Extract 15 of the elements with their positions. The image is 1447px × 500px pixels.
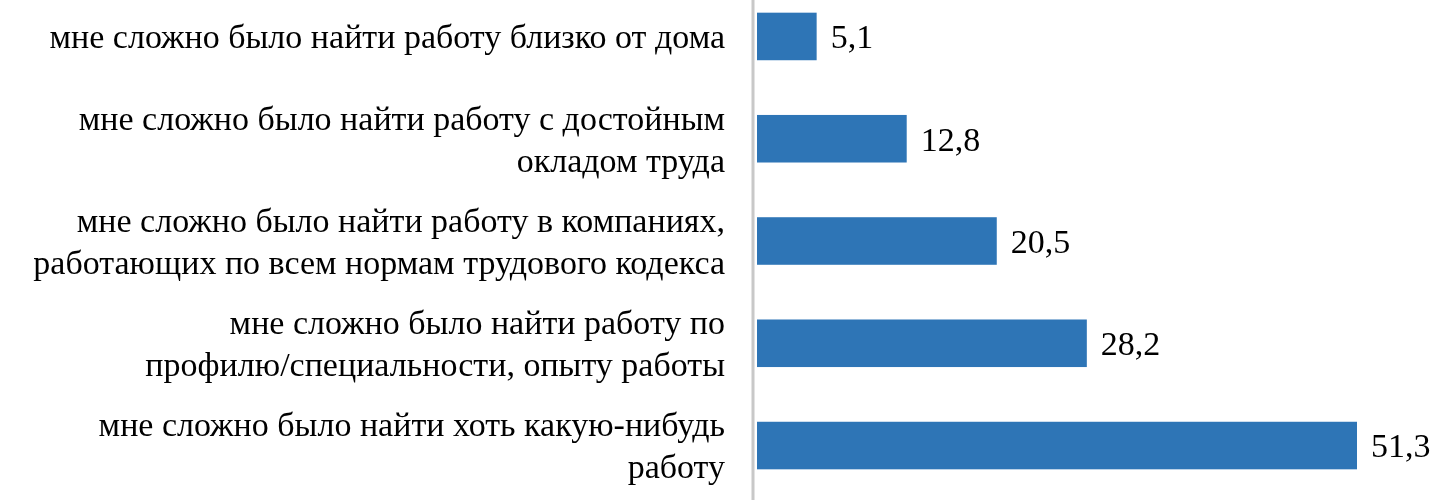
y-tick-label: мне сложно было найти работу по профилю/специальности, опыту работы xyxy=(145,304,726,384)
data-label: 51,3 xyxy=(1371,427,1431,465)
y-tick-label: мне сложно было найти работу в компаниях, работающих по всем нормам трудового кодекса xyxy=(33,201,725,281)
bar xyxy=(757,217,997,265)
data-label: 12,8 xyxy=(920,120,981,158)
bar xyxy=(757,114,907,163)
data-label: 5,1 xyxy=(830,18,874,56)
bar xyxy=(757,421,1357,470)
data-label: 20,5 xyxy=(1010,222,1071,260)
y-tick-label: мне сложно было найти хоть какую-нибудь работу xyxy=(98,406,725,486)
y-tick-label: мне сложно было найти работу близко от дома xyxy=(49,18,725,56)
data-label: 28,2 xyxy=(1100,325,1161,363)
y-tick-label: мне сложно было найти работу с достойным окладом труда xyxy=(78,99,725,179)
bar xyxy=(757,12,817,61)
bar xyxy=(757,319,1087,368)
